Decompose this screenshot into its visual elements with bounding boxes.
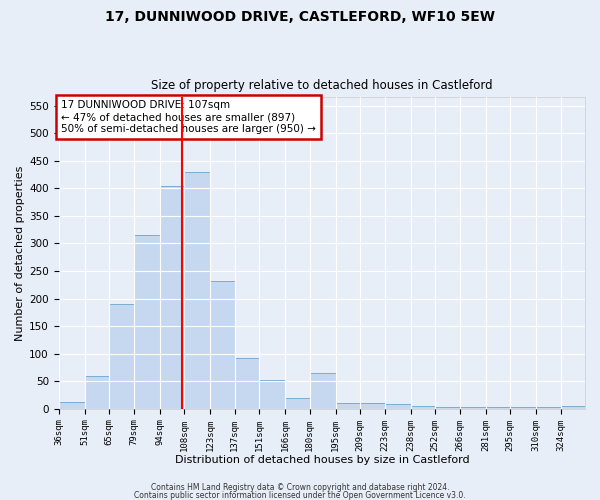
Bar (336, 404, 360, 409)
Bar (510, 407, 536, 409)
Bar (59, 402, 85, 409)
Bar (109, 304, 134, 409)
Bar (560, 406, 585, 409)
Bar (235, 358, 259, 409)
Bar (536, 407, 560, 409)
Bar (85, 376, 109, 409)
Bar (285, 398, 310, 409)
Bar (435, 407, 460, 409)
Text: 17, DUNNIWOOD DRIVE, CASTLEFORD, WF10 5EW: 17, DUNNIWOOD DRIVE, CASTLEFORD, WF10 5E… (105, 10, 495, 24)
Bar (259, 380, 285, 409)
Title: Size of property relative to detached houses in Castleford: Size of property relative to detached ho… (151, 79, 493, 92)
Bar (210, 281, 235, 409)
Text: Contains public sector information licensed under the Open Government Licence v3: Contains public sector information licen… (134, 490, 466, 500)
X-axis label: Distribution of detached houses by size in Castleford: Distribution of detached houses by size … (175, 455, 469, 465)
Text: Contains HM Land Registry data © Crown copyright and database right 2024.: Contains HM Land Registry data © Crown c… (151, 484, 449, 492)
Bar (385, 404, 411, 409)
Y-axis label: Number of detached properties: Number of detached properties (15, 166, 25, 341)
Bar (411, 406, 435, 409)
Bar (485, 407, 510, 409)
Bar (134, 235, 160, 409)
Bar (460, 407, 485, 409)
Text: 17 DUNNIWOOD DRIVE: 107sqm
← 47% of detached houses are smaller (897)
50% of sem: 17 DUNNIWOOD DRIVE: 107sqm ← 47% of deta… (61, 100, 316, 134)
Bar (184, 172, 210, 409)
Bar (360, 404, 385, 409)
Bar (310, 373, 336, 409)
Bar (160, 186, 184, 409)
